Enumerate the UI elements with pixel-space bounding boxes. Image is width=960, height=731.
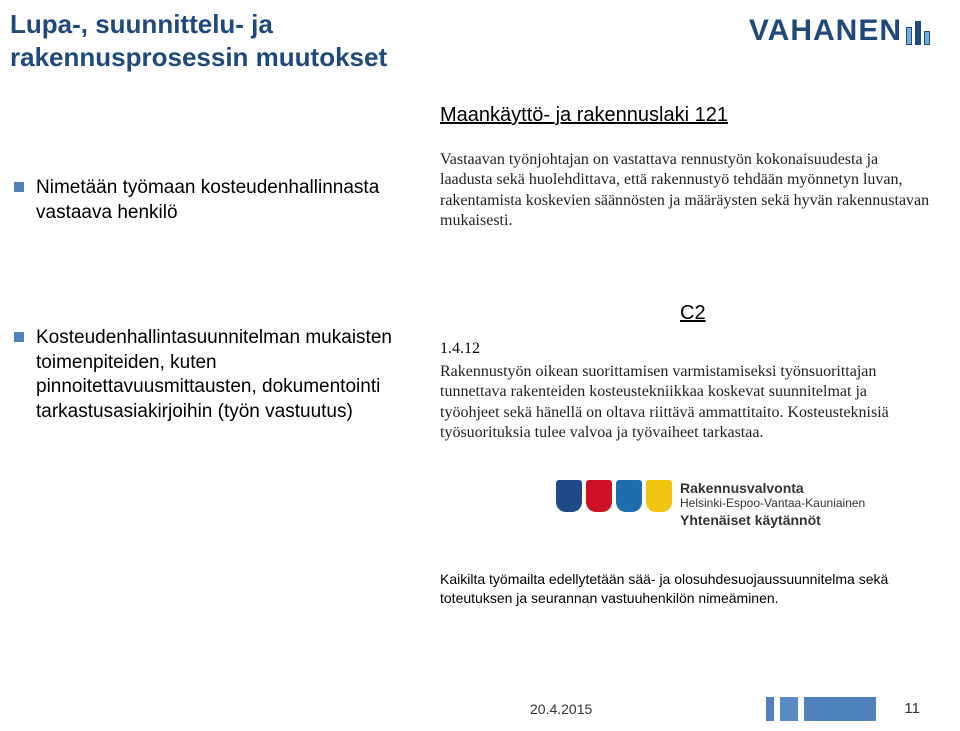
law-excerpt-2: Rakennustyön oikean suorittamisen varmis…: [440, 362, 930, 444]
rv-tag: Yhtenäiset käytännöt: [680, 512, 865, 528]
brand-logo: VAHANEN: [749, 14, 930, 48]
requirement-text: Kaikilta työmailta edellytetään sää- ja …: [440, 570, 940, 608]
rv-sub: Helsinki-Espoo-Vantaa-Kauniainen: [680, 496, 865, 510]
rakennusvalvonta-block: Rakennusvalvonta Helsinki-Espoo-Vantaa-K…: [680, 480, 865, 528]
c2-label: C2: [680, 302, 706, 325]
title-line-1: Lupa-, suunnittelu- ja: [10, 8, 387, 41]
bullet-text-2: Kosteudenhallintasuunnitelman mukaisten …: [36, 326, 414, 425]
logo-text: VAHANEN: [749, 14, 902, 48]
footer-date: 20.4.2015: [530, 701, 592, 717]
bullet-square-icon: [14, 182, 24, 192]
footer: 20.4.2015 11: [0, 697, 960, 721]
footer-bars-icon: [766, 697, 876, 721]
rv-title: Rakennusvalvonta: [680, 480, 865, 496]
bullet-item-1: Nimetään työmaan kosteudenhallinnasta va…: [14, 176, 414, 237]
slide-title: Lupa-, suunnittelu- ja rakennusprosessin…: [10, 8, 387, 73]
logo-bars-icon: [906, 17, 930, 45]
law-excerpt-1: Vastaavan työnjohtajan on vastattava ren…: [440, 150, 930, 232]
city-crests-icon: [556, 480, 672, 512]
section-number: 1.4.12: [440, 340, 480, 358]
law-reference: Maankäyttö- ja rakennuslaki 121: [440, 104, 728, 127]
title-line-2: rakennusprosessin muutokset: [10, 41, 387, 74]
bullet-text-1: Nimetään työmaan kosteudenhallinnasta va…: [36, 176, 414, 225]
bullet-item-2: Kosteudenhallintasuunnitelman mukaisten …: [14, 326, 414, 437]
bullet-square-icon: [14, 332, 24, 342]
page-number: 11: [904, 700, 920, 717]
